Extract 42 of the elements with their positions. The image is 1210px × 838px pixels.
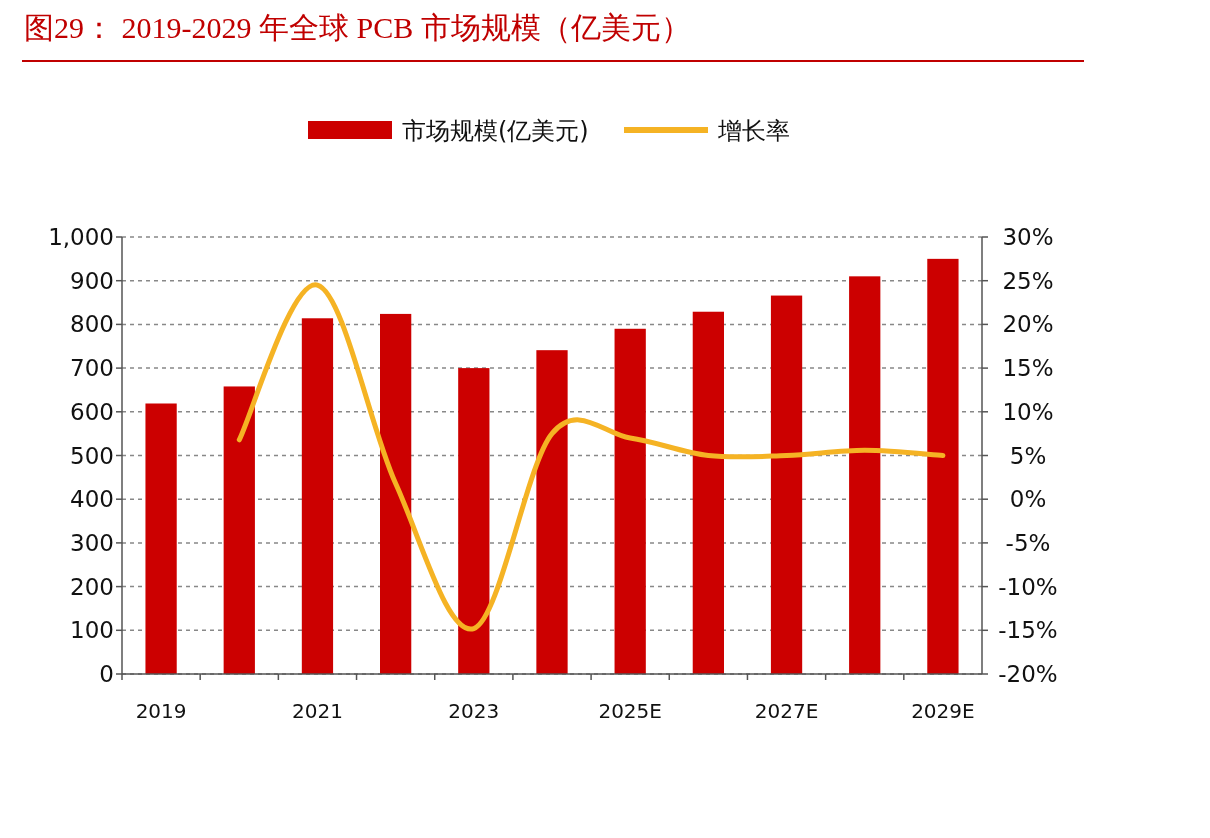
y2-tick-label: -15% <box>998 617 1058 644</box>
chart-title: 图29： 2019-2029 年全球 PCB 市场规模（亿美元） <box>24 10 691 46</box>
y2-tick-label: 0% <box>1009 486 1047 513</box>
y2-tick-label: 25% <box>1002 267 1054 294</box>
y2-tick-label: -20% <box>998 661 1058 687</box>
y2-tick-label: 15% <box>1002 355 1054 382</box>
y2-tick-label: 10% <box>1002 398 1054 425</box>
x-tick-label: 2023 <box>448 699 500 723</box>
y-tick-label: 800 <box>70 311 114 338</box>
y-tick-label: 100 <box>70 617 114 644</box>
y2-tick-label: -5% <box>1005 529 1051 556</box>
bar <box>458 368 490 674</box>
y-tick-label: 400 <box>70 486 114 513</box>
x-tick-label: 2025E <box>598 699 662 723</box>
y2-tick-label: 30% <box>1002 224 1054 250</box>
x-tick-label: 2019 <box>135 699 187 723</box>
y-tick-label: 0 <box>99 661 114 687</box>
y-tick-label: 500 <box>70 442 114 469</box>
x-tick-label: 2029E <box>911 699 975 723</box>
x-tick-label: 2027E <box>754 699 819 723</box>
bar <box>223 386 255 674</box>
y-tick-label: 300 <box>70 529 114 556</box>
bar <box>380 313 412 674</box>
bar <box>849 276 881 674</box>
legend-label: 市场规模(亿美元) <box>402 117 589 145</box>
y-tick-label: 200 <box>70 573 114 600</box>
y2-tick-label: -10% <box>998 573 1058 600</box>
bar <box>614 328 646 674</box>
bar <box>927 258 959 674</box>
legend-label: 增长率 <box>717 117 790 145</box>
bar <box>301 318 334 674</box>
y2-tick-label: 20% <box>1002 311 1054 338</box>
y-tick-label: 700 <box>70 355 114 382</box>
bar <box>770 295 803 674</box>
bar <box>536 350 568 674</box>
bar <box>145 403 177 674</box>
y2-tick-label: 5% <box>1009 442 1047 469</box>
y-tick-label: 600 <box>70 398 114 425</box>
y-tick-label: 1,000 <box>48 224 114 250</box>
x-tick-label: 2021 <box>292 699 343 723</box>
y-tick-label: 900 <box>70 267 114 294</box>
bar <box>692 311 724 674</box>
